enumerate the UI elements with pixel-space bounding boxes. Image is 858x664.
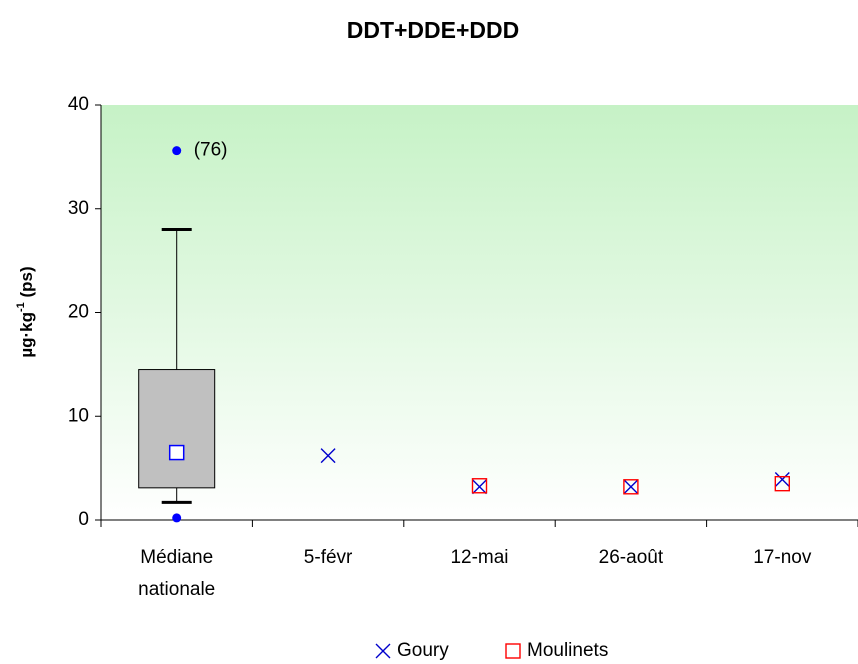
y-tick-label: 30 bbox=[68, 198, 89, 219]
y-label-tail: (ps) bbox=[17, 266, 36, 302]
outlier bbox=[172, 513, 182, 523]
marker-square bbox=[623, 479, 639, 495]
marker-x bbox=[320, 448, 336, 464]
marker-x bbox=[774, 472, 790, 488]
y-tick-label: 10 bbox=[68, 405, 89, 426]
x-tick-label: 17-nov bbox=[753, 547, 812, 568]
x-tick-label: Médiane nationale bbox=[138, 547, 215, 600]
y-tick-label: 20 bbox=[68, 302, 89, 323]
x-tick-label: 12-mai bbox=[450, 547, 508, 568]
x-tick-label: 5-févr bbox=[304, 547, 353, 568]
y-tick-label: 40 bbox=[68, 94, 89, 115]
chart-title: DDT+DDE+DDD bbox=[347, 17, 520, 43]
marker-square bbox=[471, 478, 488, 494]
median-marker bbox=[168, 444, 185, 461]
marker-x bbox=[472, 479, 487, 495]
outlier bbox=[172, 146, 182, 156]
marker-square bbox=[505, 643, 521, 659]
plot-area bbox=[101, 105, 858, 520]
outlier-note: (76) bbox=[194, 140, 228, 161]
marker-x bbox=[623, 479, 639, 495]
y-tick-label: 0 bbox=[78, 509, 89, 530]
legend-label: Moulinets bbox=[527, 640, 608, 661]
marker-square bbox=[774, 475, 790, 492]
y-label-base: µg·kg bbox=[17, 312, 36, 358]
y-label-sup: -1 bbox=[15, 302, 27, 312]
legend-label: Goury bbox=[397, 640, 449, 661]
box bbox=[138, 369, 216, 489]
y-axis-label: µg·kg-1 (ps) bbox=[15, 266, 37, 357]
x-tick-label: 26-août bbox=[599, 547, 664, 568]
marker-x bbox=[375, 643, 391, 659]
